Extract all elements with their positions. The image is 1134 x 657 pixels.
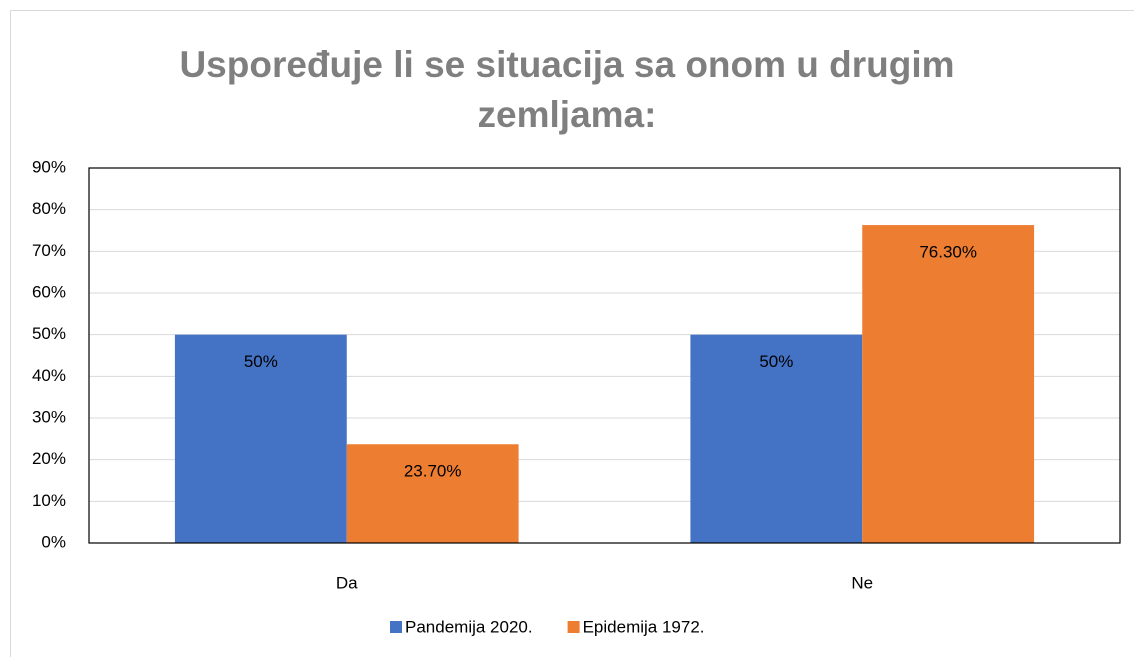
y-tick-label: 60% bbox=[32, 282, 66, 301]
data-label: 50% bbox=[759, 352, 793, 371]
y-tick-label: 0% bbox=[41, 532, 66, 551]
bar bbox=[862, 225, 1035, 544]
y-tick-label: 50% bbox=[32, 324, 66, 343]
y-tick-label: 40% bbox=[32, 366, 66, 385]
chart-frame bbox=[10, 10, 1134, 657]
data-label: 76.30% bbox=[919, 243, 977, 262]
plot-border bbox=[88, 167, 1121, 544]
bar bbox=[174, 334, 347, 543]
x-tick-label: Ne bbox=[851, 573, 873, 592]
y-tick-label: 70% bbox=[32, 241, 66, 260]
legend-label: Pandemija 2020. bbox=[405, 617, 533, 636]
y-tick-label: 30% bbox=[32, 407, 66, 426]
y-tick-label: 80% bbox=[32, 199, 66, 218]
y-tick-label: 10% bbox=[32, 491, 66, 510]
legend-swatch bbox=[567, 621, 580, 633]
legend-swatch bbox=[390, 621, 402, 633]
bar bbox=[346, 444, 519, 543]
y-tick-label: 90% bbox=[32, 157, 66, 176]
x-tick-label: Da bbox=[336, 573, 358, 592]
y-tick-label: 20% bbox=[32, 449, 66, 468]
bar bbox=[690, 334, 863, 543]
chart-title: Uspoređuje li se situacija sa onom u dru… bbox=[179, 44, 955, 135]
data-label: 23.70% bbox=[404, 462, 462, 481]
data-label: 50% bbox=[244, 352, 278, 371]
legend-label: Epidemija 1972. bbox=[583, 617, 705, 636]
